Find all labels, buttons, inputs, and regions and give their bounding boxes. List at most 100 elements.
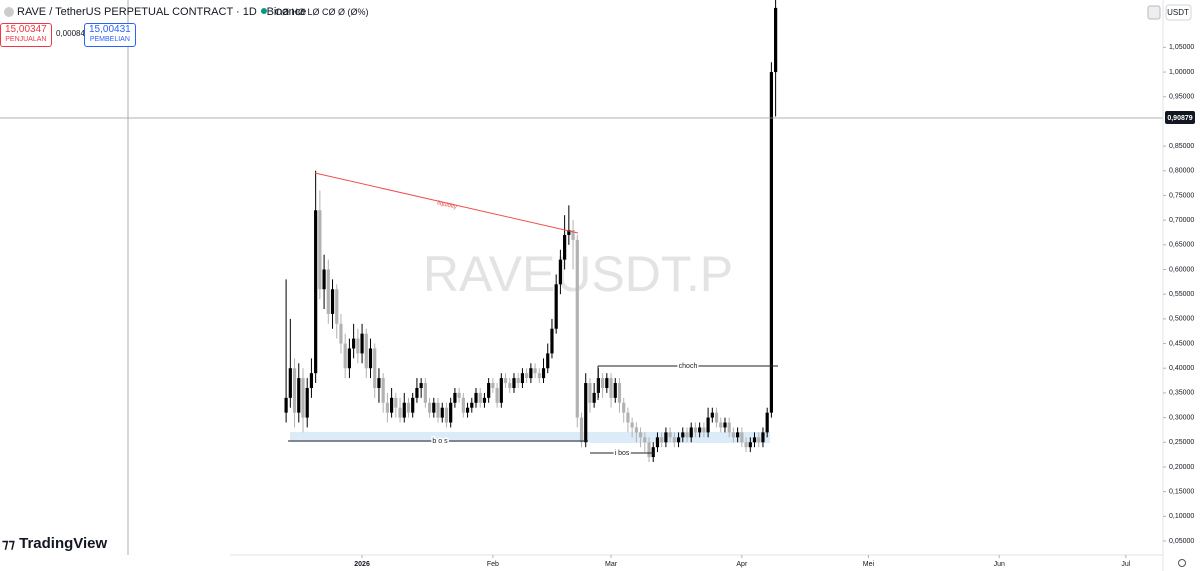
candle-body [672, 437, 676, 443]
candle-body [394, 397, 398, 408]
candle-body [364, 333, 368, 369]
spread: 0,00084 [56, 29, 85, 38]
candle-body [575, 239, 579, 418]
symbol-title: RAVE / TetherUS PERPETUAL CONTRACT · 1D … [17, 6, 307, 18]
candle-body [660, 437, 664, 443]
buy-button[interactable]: 15,00431 PEMBELIAN [84, 23, 136, 47]
candle-body [390, 397, 394, 413]
candle-body [461, 397, 465, 413]
candle-body [714, 412, 719, 423]
candle-body [774, 7, 778, 73]
sell-button[interactable]: 15,00347 PENJUALAN [0, 23, 52, 47]
y-tick-label: 0,05000 [1169, 538, 1194, 545]
candle-body [676, 437, 681, 443]
candle-body [567, 230, 571, 235]
liquidity-label: liquidity [436, 200, 457, 210]
candle-body [761, 432, 765, 443]
status-dot [261, 8, 267, 14]
candle-body [613, 383, 617, 398]
buy-label[interactable]: PEMBELIAN [89, 36, 130, 43]
candle-body [533, 368, 537, 374]
candle-body [449, 402, 453, 423]
candle-body [546, 353, 550, 369]
candle-body [491, 383, 495, 388]
y-tick-label: 0,75000 [1169, 192, 1194, 199]
candle-body [529, 368, 533, 379]
ibos-label: i bos [615, 450, 630, 457]
settings-gear[interactable] [1178, 559, 1186, 567]
y-tick-label: 0,25000 [1169, 439, 1194, 446]
candle-body [444, 407, 449, 423]
candle-body [634, 427, 638, 433]
candle-body [419, 383, 423, 388]
candle-body [292, 368, 297, 413]
candle-body [698, 427, 702, 433]
candle-body [541, 368, 546, 379]
candle-body [592, 392, 596, 403]
candle-body [487, 383, 491, 398]
choch-label: choch [679, 363, 698, 370]
candle-body [503, 378, 508, 384]
candle-body [744, 442, 748, 448]
currency-box[interactable] [1165, 4, 1192, 21]
bos-zone [290, 432, 590, 442]
currency[interactable]: USDT [1167, 8, 1189, 17]
candle-body [525, 373, 529, 379]
y-tick-label: 0,95000 [1169, 94, 1194, 101]
candle-body [470, 402, 474, 408]
candle-body [440, 407, 444, 418]
candle-body [554, 284, 558, 329]
logo[interactable]: ⁊⁊ TradingView [2, 535, 108, 552]
candle-body [347, 348, 352, 369]
sell-price[interactable]: 15,00347 [5, 24, 47, 35]
candle-body [402, 402, 406, 418]
candle-body [550, 328, 554, 354]
candle-body [723, 422, 727, 428]
candle-body [558, 259, 563, 285]
y-tick-label: 0,35000 [1169, 390, 1194, 397]
candle-body [436, 402, 440, 418]
candle-body [478, 392, 482, 403]
candle-body [757, 437, 761, 443]
candle-body [638, 432, 643, 438]
y-tick-label: 0,40000 [1169, 365, 1194, 372]
logo-text[interactable]: TradingView [19, 535, 108, 552]
candle-body [727, 422, 731, 433]
candle-body [385, 402, 389, 413]
candle-body [731, 432, 736, 438]
candle-body [343, 343, 347, 369]
candle-body [373, 348, 377, 388]
y-tick-label: 0,65000 [1169, 242, 1194, 249]
candle-body [681, 432, 685, 438]
buy-price[interactable]: 15,00431 [89, 24, 131, 35]
candle-body [297, 378, 301, 413]
candle-body [664, 432, 668, 443]
candle-body [398, 407, 402, 418]
y-tick-label: 0,15000 [1169, 488, 1194, 495]
candle-body [736, 432, 740, 438]
x-tick-label: Mar [605, 561, 618, 568]
y-tick-label: 1,00000 [1169, 69, 1194, 76]
candle-body [495, 387, 499, 403]
y-tick-label: 0,80000 [1169, 168, 1194, 175]
x-tick-label: Apr [736, 561, 748, 568]
candle-body [520, 373, 525, 384]
candle-body [617, 383, 622, 403]
y-tick-label: 0,10000 [1169, 513, 1194, 520]
candle-body [356, 338, 360, 354]
candle-body [719, 422, 723, 428]
candle-body [643, 437, 647, 443]
candle-body [339, 323, 343, 344]
y-tick-label: 0,50000 [1169, 316, 1194, 323]
settings-icon[interactable] [1147, 5, 1161, 20]
bos-label: b o s [432, 438, 448, 445]
sell-label[interactable]: PENJUALAN [5, 36, 47, 43]
candle-body [647, 442, 651, 458]
candle-body [377, 378, 381, 388]
candle-body [301, 378, 305, 418]
candle-body [702, 427, 706, 433]
candle-body [309, 373, 314, 388]
crosshair-price-box [1165, 111, 1195, 124]
candle-body [769, 72, 773, 413]
